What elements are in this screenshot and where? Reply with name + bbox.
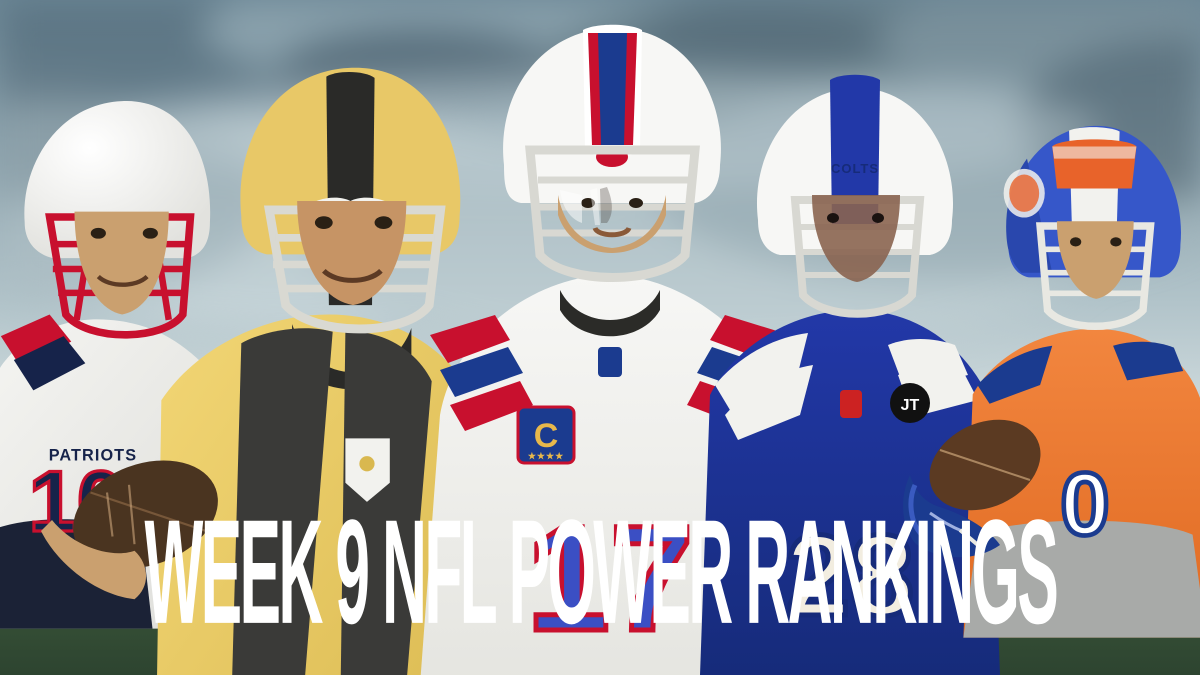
svg-text:COLTS: COLTS <box>831 161 879 176</box>
svg-text:★★★★: ★★★★ <box>528 451 564 461</box>
svg-text:C: C <box>534 417 559 455</box>
